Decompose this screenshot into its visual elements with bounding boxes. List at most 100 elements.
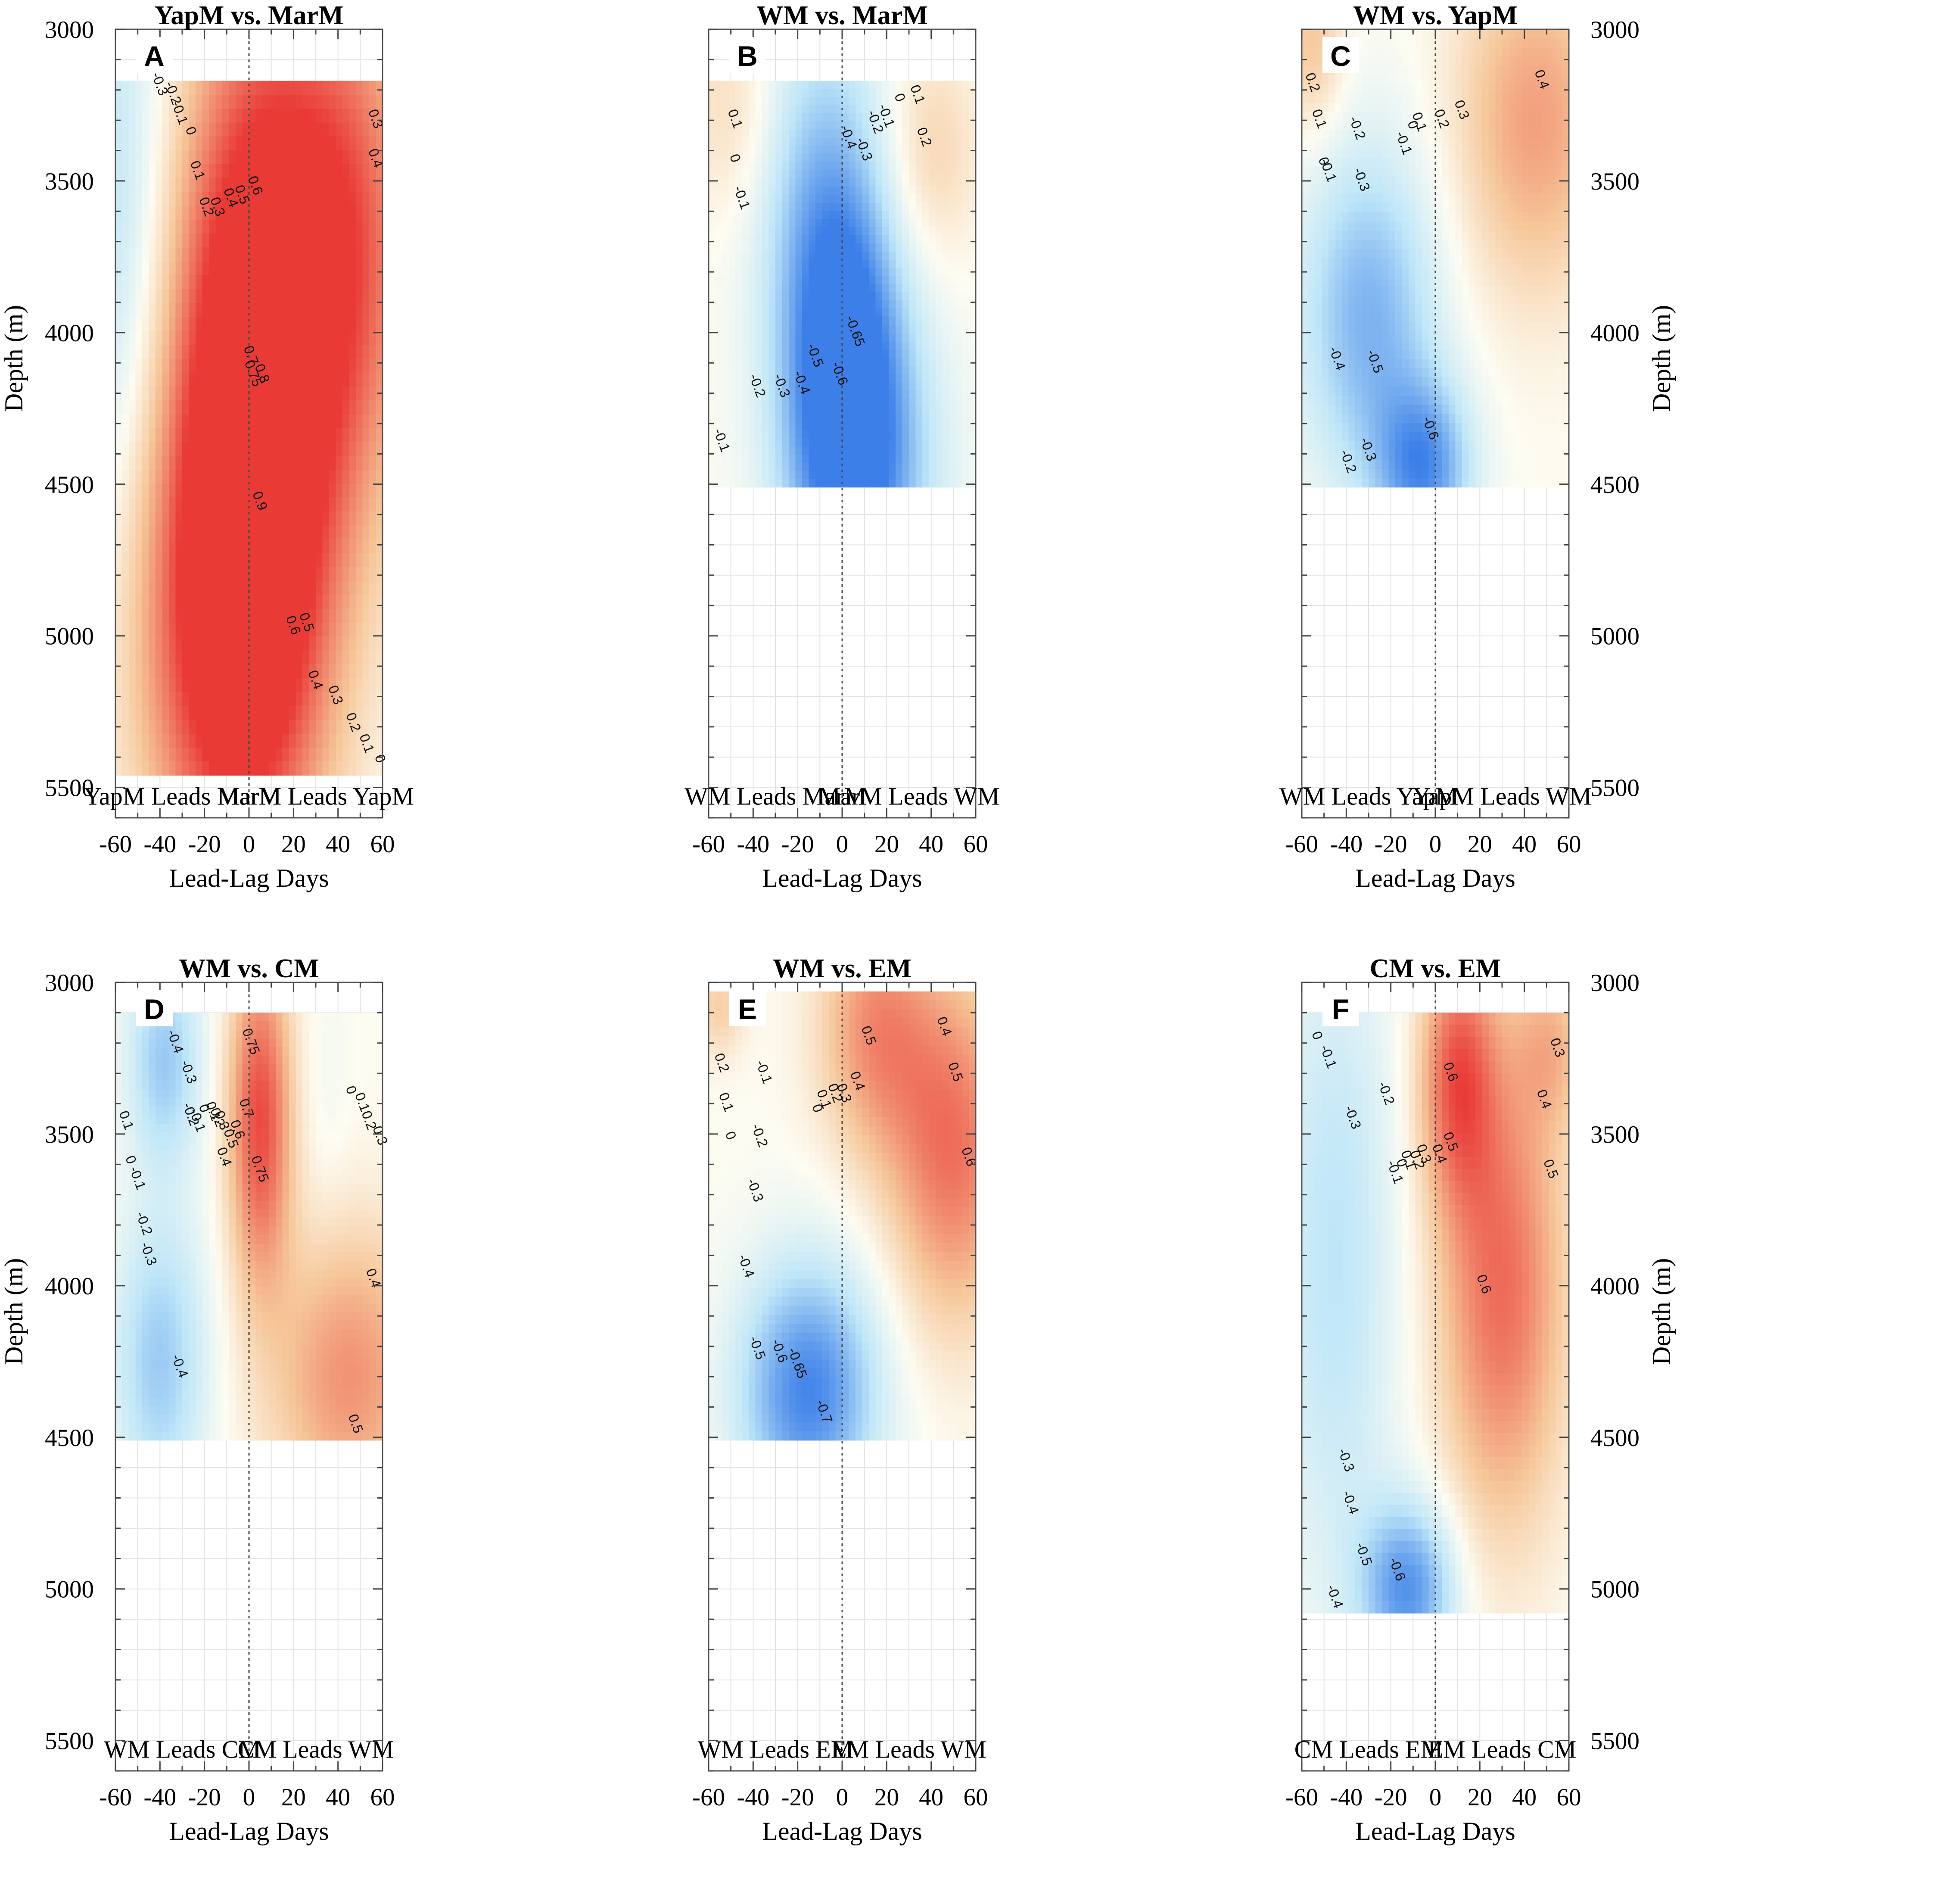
heatmap-cell	[142, 525, 149, 540]
heatmap-cell	[156, 150, 163, 165]
heatmap-cell	[835, 446, 843, 455]
heatmap-cell	[829, 186, 836, 195]
heatmap-cell	[929, 259, 936, 268]
heatmap-cell	[875, 121, 883, 130]
heatmap-cell	[1308, 423, 1316, 433]
heatmap-cell	[376, 525, 383, 540]
heatmap-cell	[842, 162, 849, 171]
heatmap-cell	[229, 442, 236, 456]
heatmap-cell	[782, 373, 789, 382]
heatmap-cell	[1348, 267, 1356, 277]
heatmap-cell	[269, 650, 276, 665]
heatmap-cell	[209, 470, 216, 484]
heatmap-cell	[775, 129, 783, 138]
heatmap-cell	[942, 446, 949, 455]
heatmap-cell	[316, 497, 323, 512]
heatmap-cell	[336, 636, 343, 651]
heatmap-cell	[782, 81, 789, 90]
heatmap-cell	[869, 430, 876, 439]
heatmap-cell	[309, 261, 316, 276]
heatmap-cell	[962, 349, 970, 358]
heatmap-cell	[728, 154, 736, 162]
heatmap-cell	[156, 733, 163, 748]
heatmap-cell	[369, 164, 376, 178]
heatmap-cell	[189, 386, 196, 401]
heatmap-cell	[936, 357, 943, 366]
heatmap-cell	[202, 553, 209, 567]
heatmap-cell	[782, 324, 789, 333]
heatmap-cell	[856, 146, 863, 155]
heatmap-cell	[709, 349, 716, 358]
heatmap-cell	[189, 497, 196, 512]
heatmap-cell	[809, 308, 816, 317]
heatmap-cell	[735, 471, 743, 480]
heatmap-cell	[742, 170, 749, 179]
heatmap-cell	[229, 483, 236, 498]
heatmap-cell	[276, 345, 283, 359]
heatmap-cell	[262, 372, 270, 387]
heatmap-cell	[896, 455, 903, 463]
heatmap-cell	[942, 227, 949, 236]
heatmap-cell	[1308, 359, 1316, 369]
heatmap-cell	[955, 146, 963, 155]
heatmap-cell	[949, 300, 956, 309]
heatmap-cell	[242, 761, 249, 776]
heatmap-cell	[795, 455, 803, 463]
heatmap-cell	[755, 324, 762, 333]
heatmap-cell	[336, 109, 343, 123]
heatmap-cell	[282, 81, 289, 95]
heatmap-cell	[316, 94, 323, 109]
heatmap-cell	[902, 300, 909, 309]
heatmap-cell	[815, 243, 823, 252]
heatmap-cell	[936, 259, 943, 268]
heatmap-cell	[955, 292, 963, 301]
heatmap-cell	[1322, 286, 1329, 296]
heatmap-cell	[196, 122, 203, 137]
heatmap-cell	[182, 470, 190, 484]
heatmap-cell	[789, 194, 796, 203]
heatmap-cell	[909, 292, 916, 301]
heatmap-cell	[316, 400, 323, 415]
heatmap-cell	[135, 442, 143, 456]
heatmap-cell	[829, 308, 836, 317]
heatmap-cell	[336, 497, 343, 512]
heatmap-cell	[936, 268, 943, 276]
heatmap-cell	[249, 303, 256, 318]
heatmap-cell	[722, 438, 729, 447]
heatmap-cell	[349, 595, 356, 609]
heatmap-cell	[762, 463, 769, 471]
heatmap-cell	[1335, 405, 1342, 415]
heatmap-cell	[262, 511, 270, 526]
heatmap-cell	[728, 137, 736, 146]
heatmap-cell	[189, 345, 196, 359]
heatmap-cell	[809, 97, 816, 106]
heatmap-cell	[282, 761, 289, 776]
heatmap-cell	[209, 275, 216, 290]
heatmap-cell	[236, 345, 243, 359]
heatmap-cell	[835, 251, 843, 260]
heatmap-cell	[782, 341, 789, 349]
heatmap-cell	[795, 89, 803, 97]
heatmap-cell	[202, 761, 209, 776]
heatmap-cell	[955, 398, 963, 406]
heatmap-cell	[835, 349, 843, 358]
heatmap-cell	[929, 105, 936, 114]
heatmap-cell	[722, 243, 729, 252]
heatmap-cell	[962, 251, 970, 260]
heatmap-cell	[869, 324, 876, 333]
heatmap-cell	[929, 162, 936, 171]
heatmap-cell	[1348, 276, 1356, 286]
heatmap-cell	[1322, 450, 1329, 460]
heatmap-cell	[1328, 432, 1336, 442]
heatmap-cell	[129, 678, 136, 692]
heatmap-cell	[296, 289, 303, 304]
heatmap-cell	[376, 761, 383, 776]
heatmap-cell	[262, 220, 270, 234]
heatmap-cell	[856, 268, 863, 276]
heatmap-cell	[269, 747, 276, 762]
heatmap-cell	[276, 289, 283, 304]
heatmap-cell	[289, 400, 296, 415]
heatmap-cell	[269, 414, 276, 429]
heatmap-cell	[815, 227, 823, 236]
heatmap-cell	[896, 137, 903, 146]
